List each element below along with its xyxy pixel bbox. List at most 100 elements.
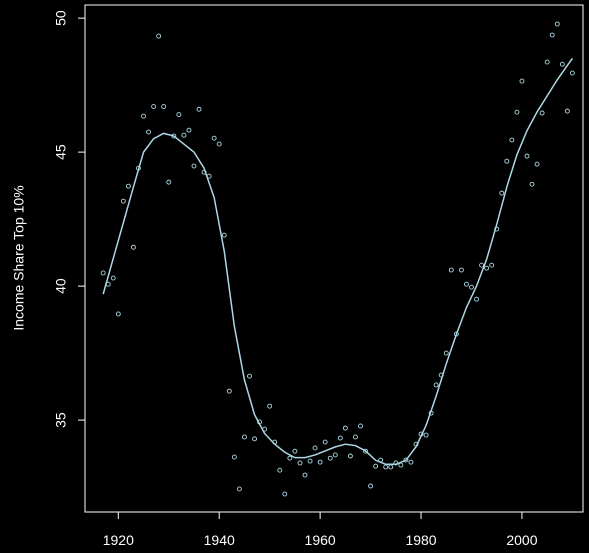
point: [504, 158, 510, 164]
point: [358, 423, 363, 429]
point: [267, 403, 273, 409]
point: [363, 448, 368, 454]
point: [458, 267, 464, 273]
point: [398, 462, 404, 468]
point: [352, 434, 358, 440]
x-tick-label: 1980: [405, 532, 436, 548]
point: [549, 32, 555, 38]
point: [378, 457, 384, 463]
point: [196, 106, 202, 112]
point: [438, 372, 444, 378]
point: [262, 426, 268, 432]
x-tick-label: 2000: [506, 532, 537, 548]
point: [221, 232, 227, 238]
point: [226, 388, 232, 394]
point: [544, 59, 550, 65]
point: [181, 132, 187, 138]
point: [302, 472, 308, 478]
point: [312, 445, 318, 451]
point: [136, 165, 141, 171]
point: [287, 455, 293, 461]
point: [120, 198, 126, 204]
point: [176, 112, 182, 118]
point: [514, 109, 520, 115]
point: [433, 382, 439, 388]
point: [469, 284, 474, 290]
y-tick-label: 40: [53, 278, 69, 294]
point: [403, 457, 409, 463]
point: [479, 262, 485, 268]
y-tick-label: 35: [53, 412, 69, 428]
point: [171, 133, 177, 139]
point: [252, 436, 257, 442]
point: [100, 270, 106, 276]
point: [408, 459, 414, 465]
point: [539, 110, 545, 116]
point: [418, 431, 424, 437]
point: [332, 452, 338, 458]
point: [206, 173, 212, 179]
point: [448, 267, 454, 273]
point: [494, 226, 500, 232]
point: [292, 448, 298, 454]
point: [236, 486, 242, 492]
point: [393, 460, 399, 466]
point: [509, 137, 515, 143]
point: [211, 135, 217, 141]
point: [216, 141, 222, 147]
point: [327, 455, 333, 461]
y-tick-label: 45: [53, 144, 69, 160]
point: [463, 281, 469, 287]
point: [383, 464, 389, 470]
point: [342, 425, 348, 431]
y-axis-label: Income Share Top 10%: [11, 185, 27, 330]
point: [453, 331, 459, 337]
point: [564, 108, 570, 114]
point: [115, 311, 121, 317]
point: [105, 281, 111, 287]
point: [241, 434, 247, 440]
point: [161, 104, 167, 110]
point: [146, 129, 152, 135]
y-tick-label: 50: [53, 10, 69, 26]
point: [347, 453, 353, 459]
point: [317, 459, 323, 465]
point: [388, 464, 394, 470]
point: [569, 70, 575, 76]
point: [322, 439, 328, 445]
point: [373, 463, 379, 469]
point: [423, 432, 429, 438]
point: [272, 439, 278, 445]
plot-box: [84, 4, 584, 513]
point: [125, 183, 131, 189]
point: [428, 410, 434, 416]
point: [524, 153, 530, 159]
point: [484, 265, 490, 271]
point: [368, 483, 374, 489]
point: [529, 181, 535, 187]
point: [110, 275, 116, 281]
x-tick-label: 1920: [103, 532, 134, 548]
point: [151, 104, 157, 110]
point: [534, 161, 540, 167]
x-tick-label: 1960: [305, 532, 336, 548]
point: [337, 435, 343, 441]
point: [257, 419, 263, 425]
point: [297, 460, 303, 466]
smooth-line: [102, 57, 574, 466]
point: [231, 454, 237, 460]
point: [141, 113, 146, 119]
point: [307, 458, 313, 464]
point: [277, 467, 283, 473]
point: [554, 21, 560, 27]
point: [559, 61, 565, 67]
point: [191, 163, 197, 169]
point: [186, 127, 192, 133]
point: [474, 296, 479, 302]
point: [489, 262, 495, 268]
point: [166, 179, 172, 185]
point: [413, 441, 419, 447]
point: [519, 78, 525, 84]
point: [443, 350, 449, 356]
x-tick-label: 1940: [204, 532, 235, 548]
